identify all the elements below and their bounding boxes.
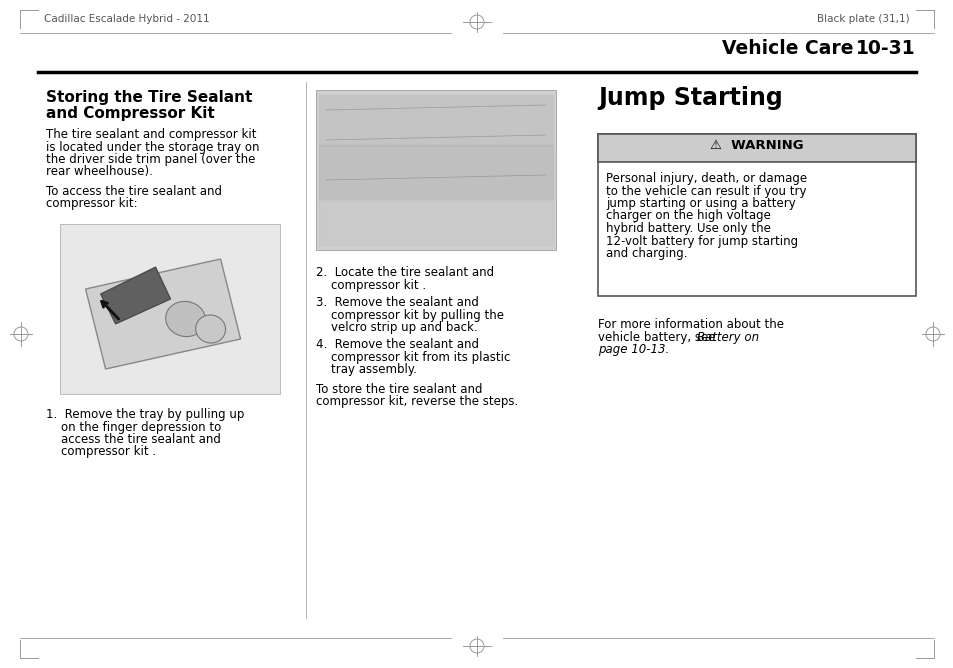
Text: compressor kit from its plastic: compressor kit from its plastic — [315, 351, 510, 364]
Polygon shape — [100, 267, 171, 324]
Text: 3.  Remove the sealant and: 3. Remove the sealant and — [315, 296, 478, 309]
Text: 2.  Locate the tire sealant and: 2. Locate the tire sealant and — [315, 266, 494, 279]
Text: Personal injury, death, or damage: Personal injury, death, or damage — [605, 172, 806, 185]
Text: rear wheelhouse).: rear wheelhouse). — [46, 166, 152, 178]
Text: jump starting or using a battery: jump starting or using a battery — [605, 197, 795, 210]
Text: Jump Starting: Jump Starting — [598, 86, 781, 110]
Text: To access the tire sealant and: To access the tire sealant and — [46, 185, 222, 198]
Text: 4.  Remove the sealant and: 4. Remove the sealant and — [315, 339, 478, 351]
Text: 12-volt battery for jump starting: 12-volt battery for jump starting — [605, 234, 798, 248]
Text: For more information about the: For more information about the — [598, 318, 783, 331]
Bar — [598, 134, 915, 162]
Text: hybrid battery. Use only the: hybrid battery. Use only the — [605, 222, 770, 235]
Text: velcro strip up and back.: velcro strip up and back. — [315, 321, 477, 334]
Text: Vehicle Care: Vehicle Care — [721, 39, 853, 58]
Text: vehicle battery, see: vehicle battery, see — [598, 331, 719, 343]
Text: tray assembly.: tray assembly. — [315, 363, 416, 377]
Text: Storing the Tire Sealant: Storing the Tire Sealant — [46, 90, 253, 105]
Text: to the vehicle can result if you try: to the vehicle can result if you try — [605, 184, 805, 198]
Bar — [315, 90, 556, 250]
Polygon shape — [86, 259, 240, 369]
Text: ⚠  WARNING: ⚠ WARNING — [709, 139, 803, 152]
Text: and charging.: and charging. — [605, 247, 687, 260]
Text: the driver side trim panel (over the: the driver side trim panel (over the — [46, 153, 255, 166]
Text: and Compressor Kit: and Compressor Kit — [46, 106, 214, 121]
Text: compressor kit:: compressor kit: — [46, 198, 137, 210]
Text: compressor kit by pulling the: compressor kit by pulling the — [315, 309, 503, 321]
Text: access the tire sealant and: access the tire sealant and — [46, 433, 221, 446]
Ellipse shape — [166, 301, 205, 337]
Text: compressor kit, reverse the steps.: compressor kit, reverse the steps. — [315, 395, 517, 409]
Text: compressor kit .: compressor kit . — [315, 279, 426, 291]
Bar — [60, 224, 280, 394]
Text: 1.  Remove the tray by pulling up: 1. Remove the tray by pulling up — [46, 408, 244, 421]
Text: page 10-13.: page 10-13. — [598, 343, 669, 356]
Text: Battery on: Battery on — [697, 331, 759, 343]
Text: on the finger depression to: on the finger depression to — [46, 420, 221, 434]
Text: is located under the storage tray on: is located under the storage tray on — [46, 140, 259, 154]
Bar — [598, 134, 915, 296]
Ellipse shape — [195, 315, 225, 343]
Text: charger on the high voltage: charger on the high voltage — [605, 210, 770, 222]
Text: compressor kit .: compressor kit . — [46, 446, 156, 458]
Text: Cadillac Escalade Hybrid - 2011: Cadillac Escalade Hybrid - 2011 — [44, 14, 210, 24]
Text: The tire sealant and compressor kit: The tire sealant and compressor kit — [46, 128, 256, 141]
Text: 10-31: 10-31 — [856, 39, 915, 58]
Text: To store the tire sealant and: To store the tire sealant and — [315, 383, 482, 396]
Text: Black plate (31,1): Black plate (31,1) — [817, 14, 909, 24]
